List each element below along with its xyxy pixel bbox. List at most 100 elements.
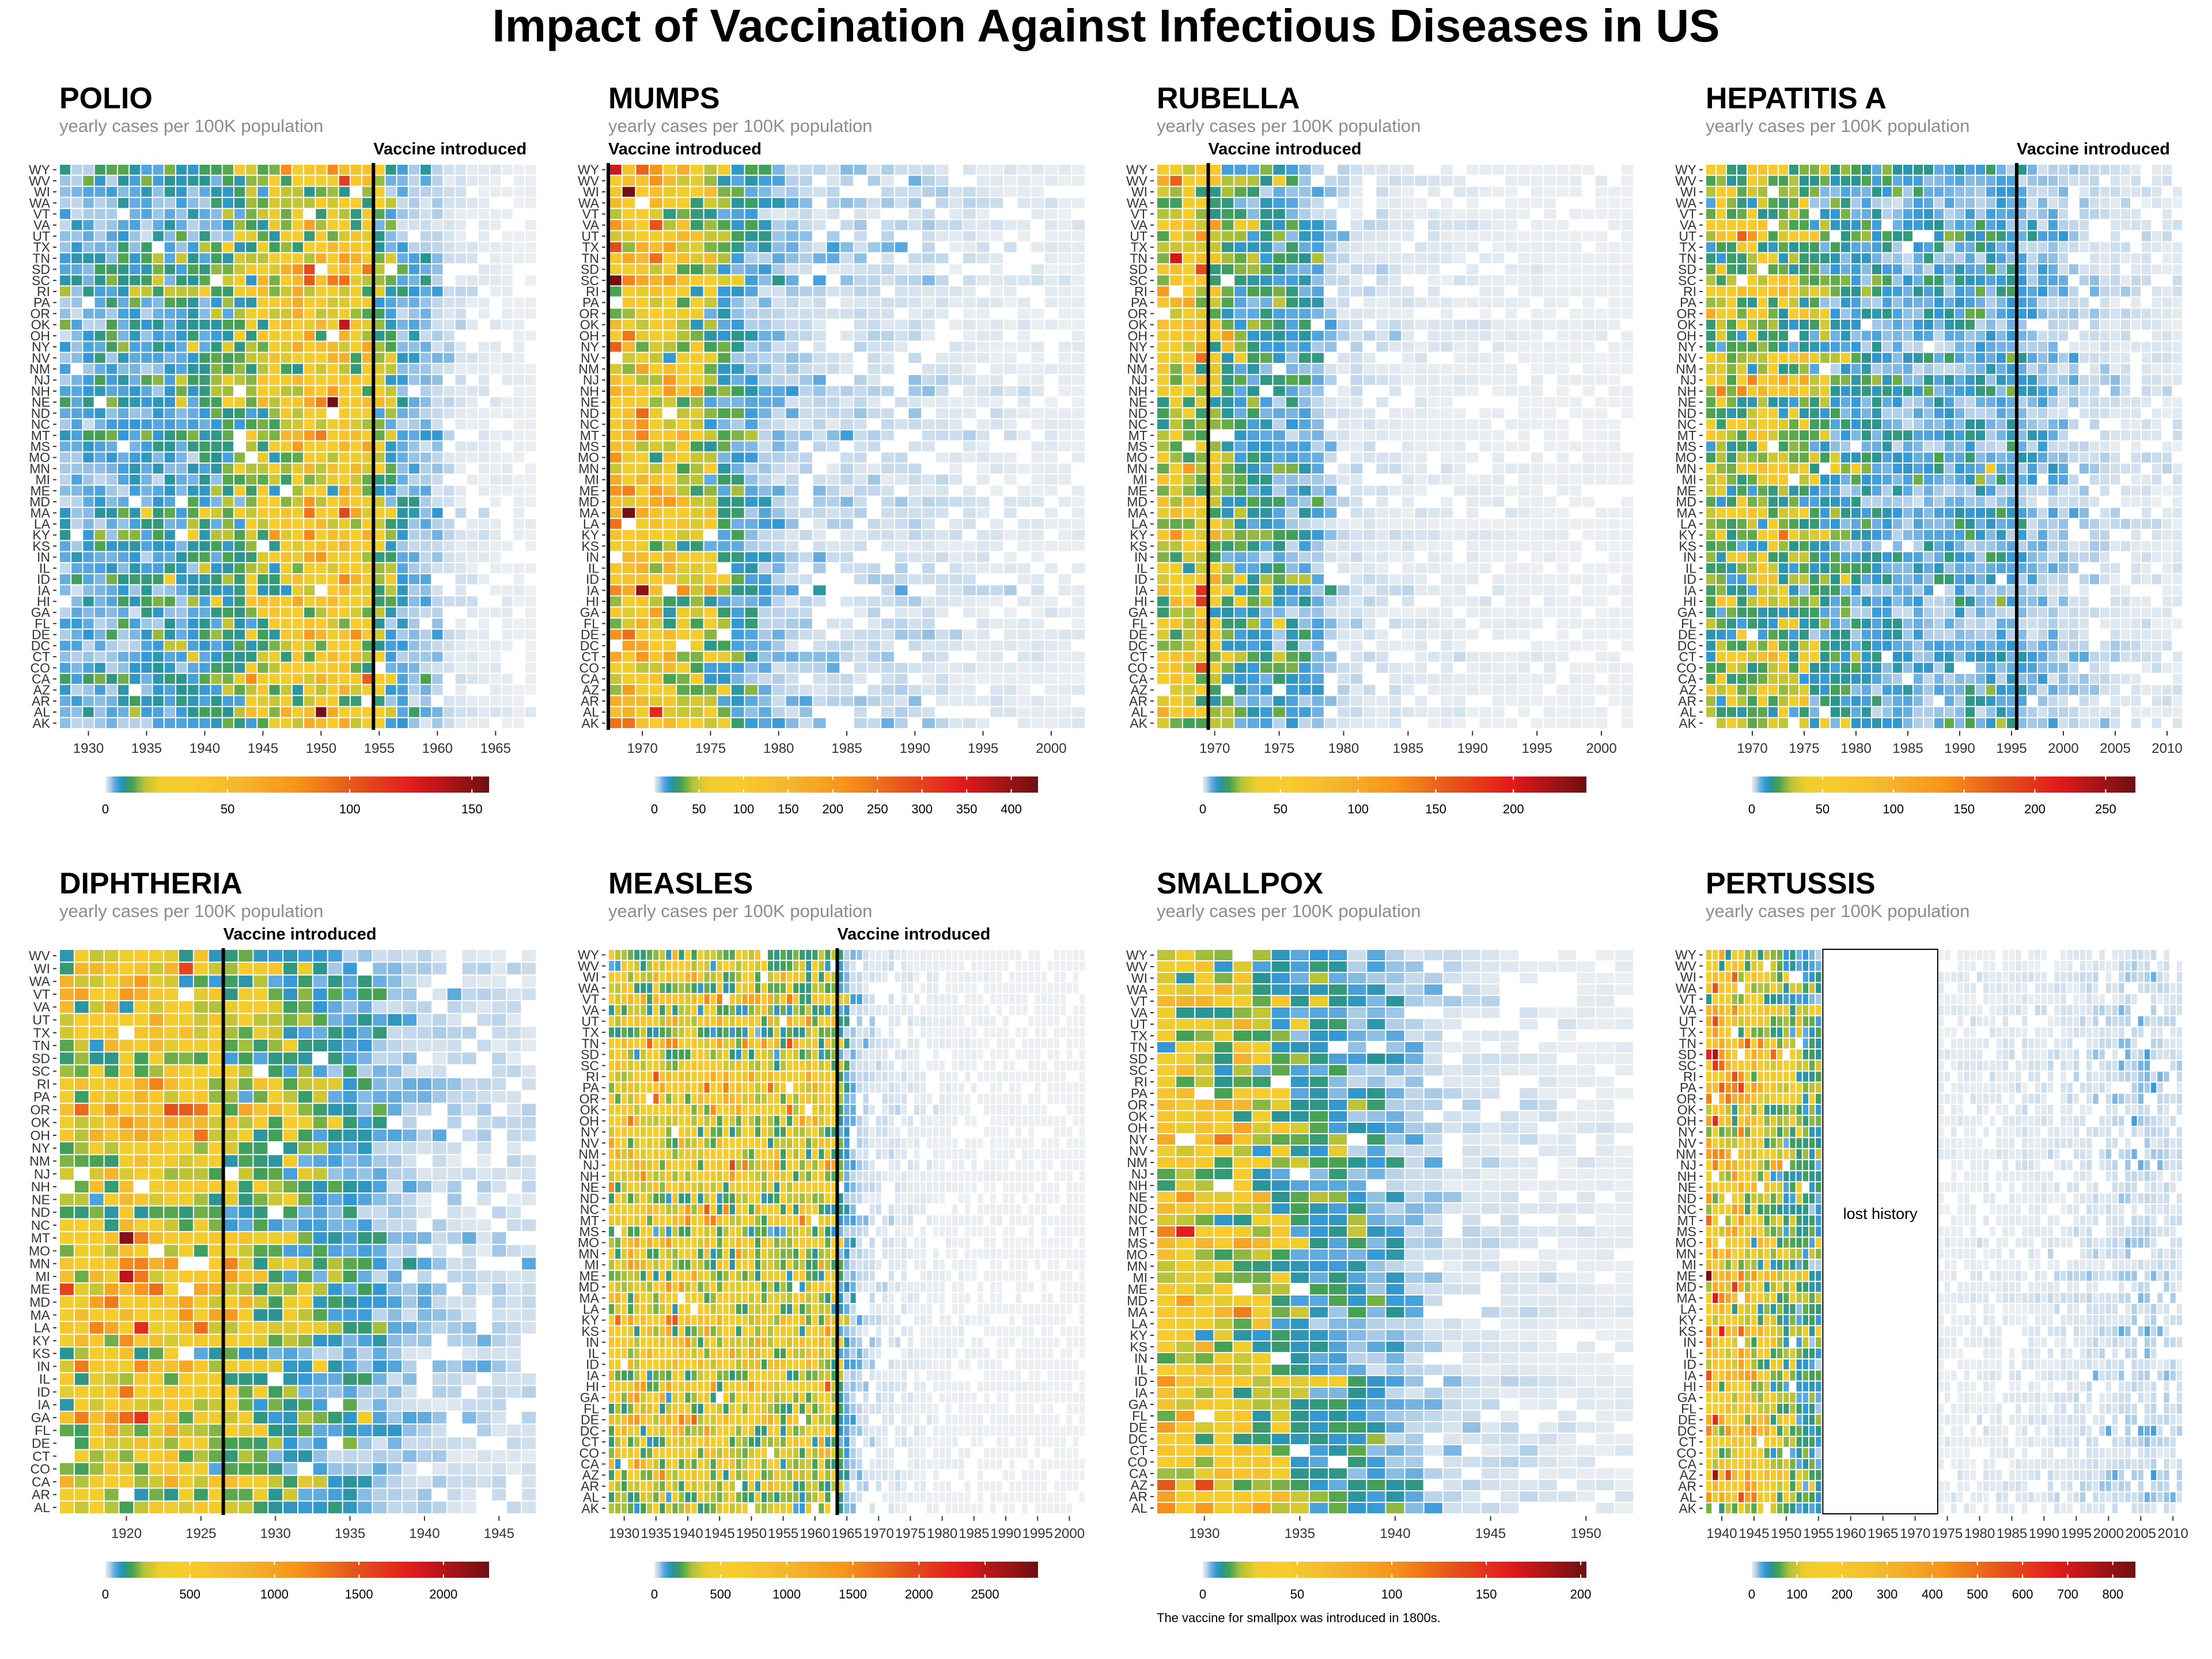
heatmap-cell <box>1312 419 1324 430</box>
heatmap-cell <box>421 563 431 573</box>
heatmap-cell <box>1286 353 1298 363</box>
heatmap-cell <box>1058 641 1071 651</box>
heatmap-cell <box>1196 320 1208 330</box>
heatmap-cell <box>71 662 82 673</box>
heatmap-cell <box>976 242 990 252</box>
heatmap-cell <box>234 641 245 651</box>
heatmap-cell <box>1286 507 1298 518</box>
heatmap-cell <box>374 375 385 385</box>
heatmap-cell <box>800 386 812 396</box>
heatmap-cell <box>1004 176 1017 186</box>
heatmap-cell <box>786 320 799 330</box>
heatmap-cell <box>1427 264 1440 275</box>
heatmap-cell <box>432 253 443 263</box>
heatmap-cell <box>1479 497 1491 507</box>
heatmap-cell <box>281 342 291 352</box>
heatmap-cell <box>199 264 210 275</box>
heatmap-cell <box>1556 441 1569 452</box>
heatmap-cell <box>1183 220 1195 230</box>
heatmap-cell <box>813 507 826 518</box>
heatmap-cell <box>513 331 524 341</box>
heatmap-cell <box>432 275 443 286</box>
heatmap-cell <box>1427 552 1440 562</box>
heatmap-cell <box>222 463 233 474</box>
heatmap-cell <box>1058 530 1071 540</box>
heatmap-cell <box>502 696 513 706</box>
heatmap-cell <box>649 397 662 407</box>
heatmap-cell <box>622 209 635 219</box>
heatmap-cell <box>772 220 785 230</box>
x-tick-label: 1965 <box>480 741 511 756</box>
heatmap-cell <box>339 176 350 186</box>
heatmap-cell <box>467 242 478 252</box>
heatmap-cell <box>1221 264 1234 275</box>
heatmap-cell <box>432 231 443 241</box>
heatmap-cell <box>690 463 703 474</box>
heatmap-cell <box>813 497 826 507</box>
heatmap-cell <box>350 685 362 695</box>
heatmap-cell <box>935 552 949 562</box>
heatmap-cell <box>421 353 431 363</box>
heatmap-cell <box>854 297 867 308</box>
heatmap-cell <box>840 685 853 695</box>
heatmap-cell <box>1170 176 1182 186</box>
heatmap-cell <box>1582 275 1594 286</box>
panel-subtitle: yearly cases per 100K population <box>608 116 872 136</box>
heatmap-cell <box>316 530 327 540</box>
heatmap-cell <box>1402 176 1414 186</box>
heatmap-cell <box>257 331 268 341</box>
heatmap-cell <box>234 331 245 341</box>
heatmap-cell <box>1570 342 1582 352</box>
heatmap-cell <box>1004 320 1017 330</box>
heatmap-cell <box>1234 408 1247 418</box>
heatmap-cell <box>976 541 990 551</box>
heatmap-cell <box>1608 320 1620 330</box>
state-label: MN <box>578 461 599 476</box>
heatmap-cell <box>663 630 676 640</box>
heatmap-cell <box>257 363 268 374</box>
heatmap-cell <box>1299 231 1311 241</box>
heatmap-cell <box>1221 209 1234 219</box>
heatmap-cell <box>83 486 94 496</box>
heatmap-cell <box>1170 209 1182 219</box>
heatmap-cell <box>1221 165 1234 175</box>
heatmap-cell <box>1221 452 1234 463</box>
heatmap-cell <box>881 430 894 441</box>
heatmap-cell <box>1273 552 1285 562</box>
heatmap-cell <box>1260 563 1272 573</box>
state-label: WA <box>29 195 51 210</box>
heatmap-cell <box>211 530 222 540</box>
state-label: UT <box>581 229 599 244</box>
heatmap-cell <box>1441 375 1453 385</box>
heatmap-cell <box>479 187 490 197</box>
heatmap-cell <box>71 187 82 197</box>
heatmap-cell <box>1286 286 1298 297</box>
heatmap-cell <box>1389 320 1402 330</box>
heatmap-cell <box>1273 486 1285 496</box>
heatmap-cell <box>908 253 922 263</box>
heatmap-cell <box>327 342 338 352</box>
heatmap-cell <box>246 253 257 263</box>
heatmap-cell <box>1260 187 1272 197</box>
heatmap-cell <box>745 408 758 418</box>
heatmap-cell <box>1518 497 1530 507</box>
heatmap-cell <box>292 375 304 385</box>
heatmap-cell <box>1467 353 1479 363</box>
heatmap-cell <box>1183 552 1195 562</box>
heatmap-cell <box>257 574 268 585</box>
heatmap-cell <box>990 673 1003 684</box>
heatmap-cell <box>663 419 676 430</box>
heatmap-cell <box>257 308 268 319</box>
heatmap-cell <box>690 320 703 330</box>
heatmap-cell <box>1427 342 1440 352</box>
heatmap-cell <box>800 320 812 330</box>
heatmap-cell <box>881 165 894 175</box>
heatmap-cell <box>199 253 210 263</box>
heatmap-cell <box>786 331 799 341</box>
heatmap-cell <box>1247 253 1260 263</box>
heatmap-cell <box>71 641 82 651</box>
heatmap-cell <box>990 264 1003 275</box>
heatmap-cell <box>502 187 513 197</box>
heatmap-cell <box>622 264 635 275</box>
heatmap-cell <box>408 331 420 341</box>
